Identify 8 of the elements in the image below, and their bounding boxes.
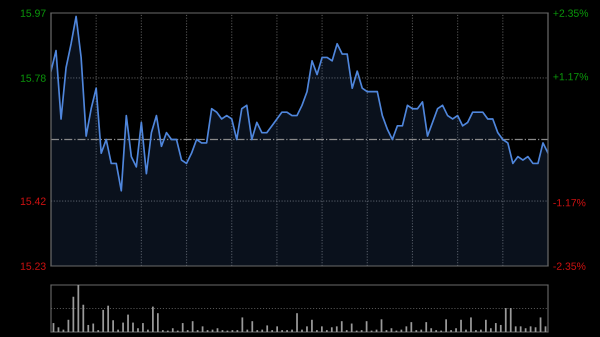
y-tick-label: 15.78 [20,74,46,82]
y2-tick-label: -2.35% [553,262,586,270]
y-tick-label: 15.23 [20,262,46,270]
y2-tick-label: +2.35% [553,10,588,17]
y-tick-label: 15.42 [20,198,46,205]
y2-tick-label: -1.17% [553,199,586,206]
y2-tick-label: +1.17% [553,73,588,80]
y-tick-label: 15.97 [20,10,46,17]
